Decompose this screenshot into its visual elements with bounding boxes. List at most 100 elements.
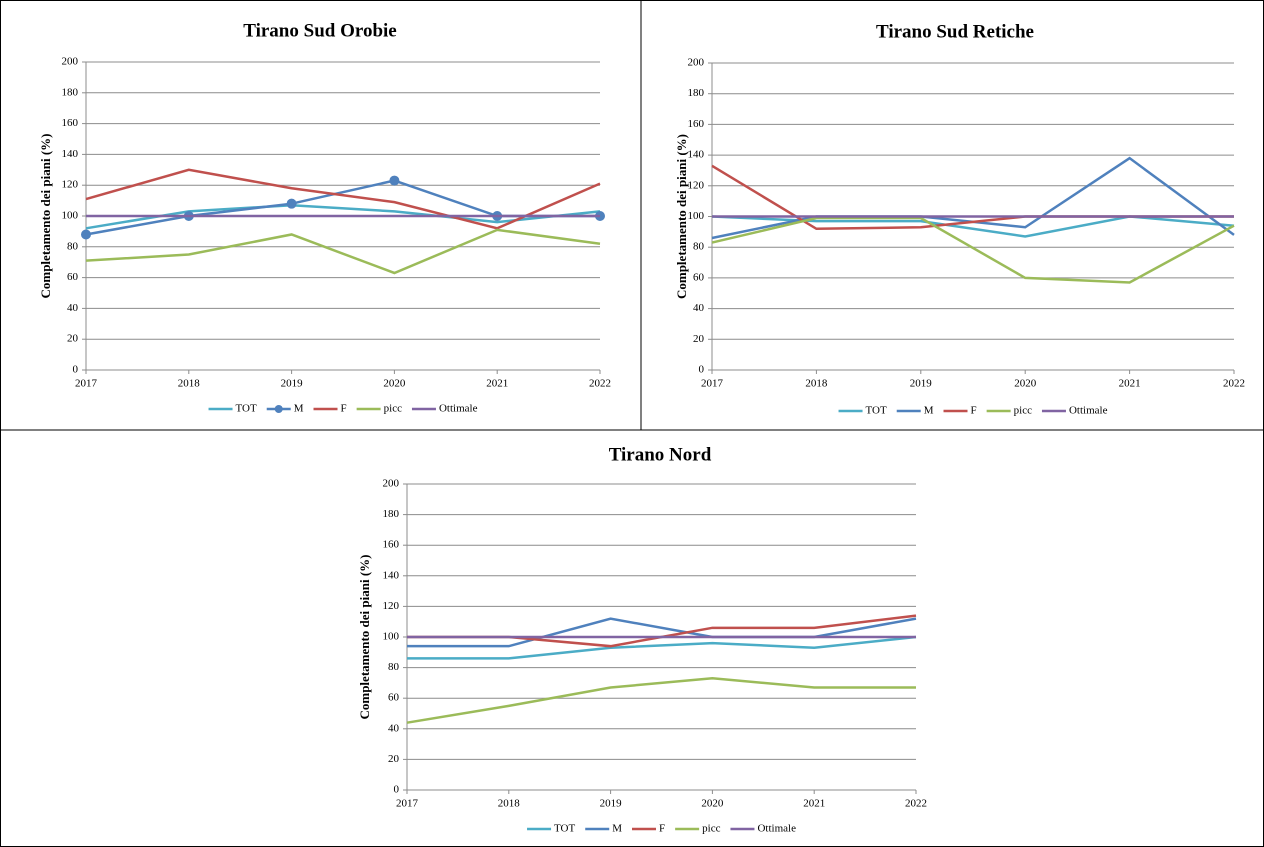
data-point xyxy=(81,229,91,240)
data-point xyxy=(389,175,400,186)
y-tick-label: 80 xyxy=(388,661,400,673)
legend-item: picc xyxy=(356,403,402,415)
x-tick-label: 2020 xyxy=(383,378,406,390)
series-line xyxy=(85,228,601,275)
y-tick-label: 200 xyxy=(383,478,400,490)
series-line xyxy=(711,156,1235,240)
x-tick-label: 2018 xyxy=(178,378,201,390)
legend-item: M xyxy=(585,823,622,835)
y-tick-label: 60 xyxy=(67,271,79,283)
y-tick-label: 180 xyxy=(383,508,400,520)
data-point xyxy=(286,198,297,209)
legend-label: Ottimale xyxy=(757,823,796,835)
legend-label: picc xyxy=(702,823,720,835)
legend-item: TOT xyxy=(527,823,576,835)
legend-item: F xyxy=(943,405,977,417)
legend-label: M xyxy=(924,405,934,417)
legend-label: F xyxy=(659,823,665,835)
legend-item: Ottimale xyxy=(411,403,478,415)
y-tick-label: 200 xyxy=(688,57,705,69)
y-axis-label: Completamento dei piani (%) xyxy=(38,133,53,298)
y-tick-label: 20 xyxy=(388,753,400,765)
legend-item: Ottimale xyxy=(730,823,796,835)
x-tick-label: 2017 xyxy=(701,378,724,390)
x-tick-label: 2020 xyxy=(701,798,724,810)
legend-label: TOT xyxy=(866,405,887,417)
y-tick-label: 40 xyxy=(693,302,705,314)
y-tick-label: 180 xyxy=(62,86,79,98)
y-tick-label: 40 xyxy=(388,722,400,734)
y-tick-label: 180 xyxy=(688,87,705,99)
legend-label: Ottimale xyxy=(439,403,478,415)
y-tick-label: 100 xyxy=(62,210,79,222)
legend-item: F xyxy=(632,823,665,835)
x-tick-label: 2018 xyxy=(498,798,521,810)
legend-item: picc xyxy=(675,823,721,835)
y-tick-label: 160 xyxy=(62,117,79,129)
legend-label: F xyxy=(341,403,347,415)
legend-label: M xyxy=(294,403,304,415)
x-tick-label: 2022 xyxy=(589,378,611,390)
chart: Tirano Nord Completamento dei piani (%) 0 2… xyxy=(357,444,927,834)
legend-label: TOT xyxy=(236,403,257,415)
y-tick-label: 80 xyxy=(693,241,705,253)
legend-item: F xyxy=(313,403,347,415)
series-line xyxy=(711,215,1235,238)
x-tick-label: 2019 xyxy=(910,378,933,390)
y-tick-label: 60 xyxy=(693,271,705,283)
y-tick-label: 120 xyxy=(62,179,79,191)
x-tick-label: 2021 xyxy=(803,798,825,810)
y-tick-label: 0 xyxy=(394,784,400,796)
legend-item: TOT xyxy=(208,403,257,415)
x-tick-label: 2017 xyxy=(396,798,419,810)
series-line xyxy=(407,617,917,648)
series-line xyxy=(407,635,917,660)
legend-label: TOT xyxy=(554,823,575,835)
legend-label: F xyxy=(971,405,977,417)
legend-label: Ottimale xyxy=(1069,405,1108,417)
x-tick-label: 2021 xyxy=(1119,378,1141,390)
legend-item: Ottimale xyxy=(1041,405,1108,417)
y-tick-label: 140 xyxy=(383,569,400,581)
y-tick-label: 160 xyxy=(688,118,705,130)
x-tick-label: 2019 xyxy=(600,798,623,810)
legend-item: M xyxy=(896,405,934,417)
x-tick-label: 2022 xyxy=(1223,378,1245,390)
series-line xyxy=(407,614,917,648)
y-tick-label: 200 xyxy=(62,56,79,68)
y-tick-label: 120 xyxy=(688,179,705,191)
y-tick-label: 140 xyxy=(688,149,705,161)
x-tick-label: 2019 xyxy=(281,378,304,390)
x-tick-label: 2020 xyxy=(1014,378,1037,390)
x-tick-label: 2021 xyxy=(486,378,508,390)
chart: Tirano Sud Orobie Completamento dei piani… xyxy=(38,20,611,414)
x-tick-label: 2017 xyxy=(75,378,98,390)
y-tick-label: 60 xyxy=(388,692,400,704)
series-line xyxy=(406,677,916,724)
x-tick-label: 2022 xyxy=(905,798,927,810)
legend-item: M xyxy=(266,403,304,415)
y-tick-label: 160 xyxy=(383,539,400,551)
y-tick-label: 140 xyxy=(62,148,79,160)
y-tick-label: 20 xyxy=(67,333,79,345)
y-axis-label: Completamento dei piani (%) xyxy=(674,134,689,299)
y-tick-label: 0 xyxy=(699,364,705,376)
y-tick-label: 100 xyxy=(688,210,705,222)
chart-title: Tirano Nord xyxy=(609,444,712,465)
x-tick-label: 2018 xyxy=(805,378,828,390)
y-tick-label: 20 xyxy=(693,333,705,345)
y-tick-label: 0 xyxy=(73,364,79,376)
y-tick-label: 120 xyxy=(383,600,400,612)
y-axis-label: Completamento dei piani (%) xyxy=(357,554,372,719)
y-tick-label: 40 xyxy=(67,302,79,314)
chart-title: Tirano Sud Retiche xyxy=(876,21,1034,42)
series-line xyxy=(85,168,601,230)
legend-item: picc xyxy=(986,405,1032,417)
chart: Tirano Sud Retiche Completamento dei pian… xyxy=(674,21,1245,416)
